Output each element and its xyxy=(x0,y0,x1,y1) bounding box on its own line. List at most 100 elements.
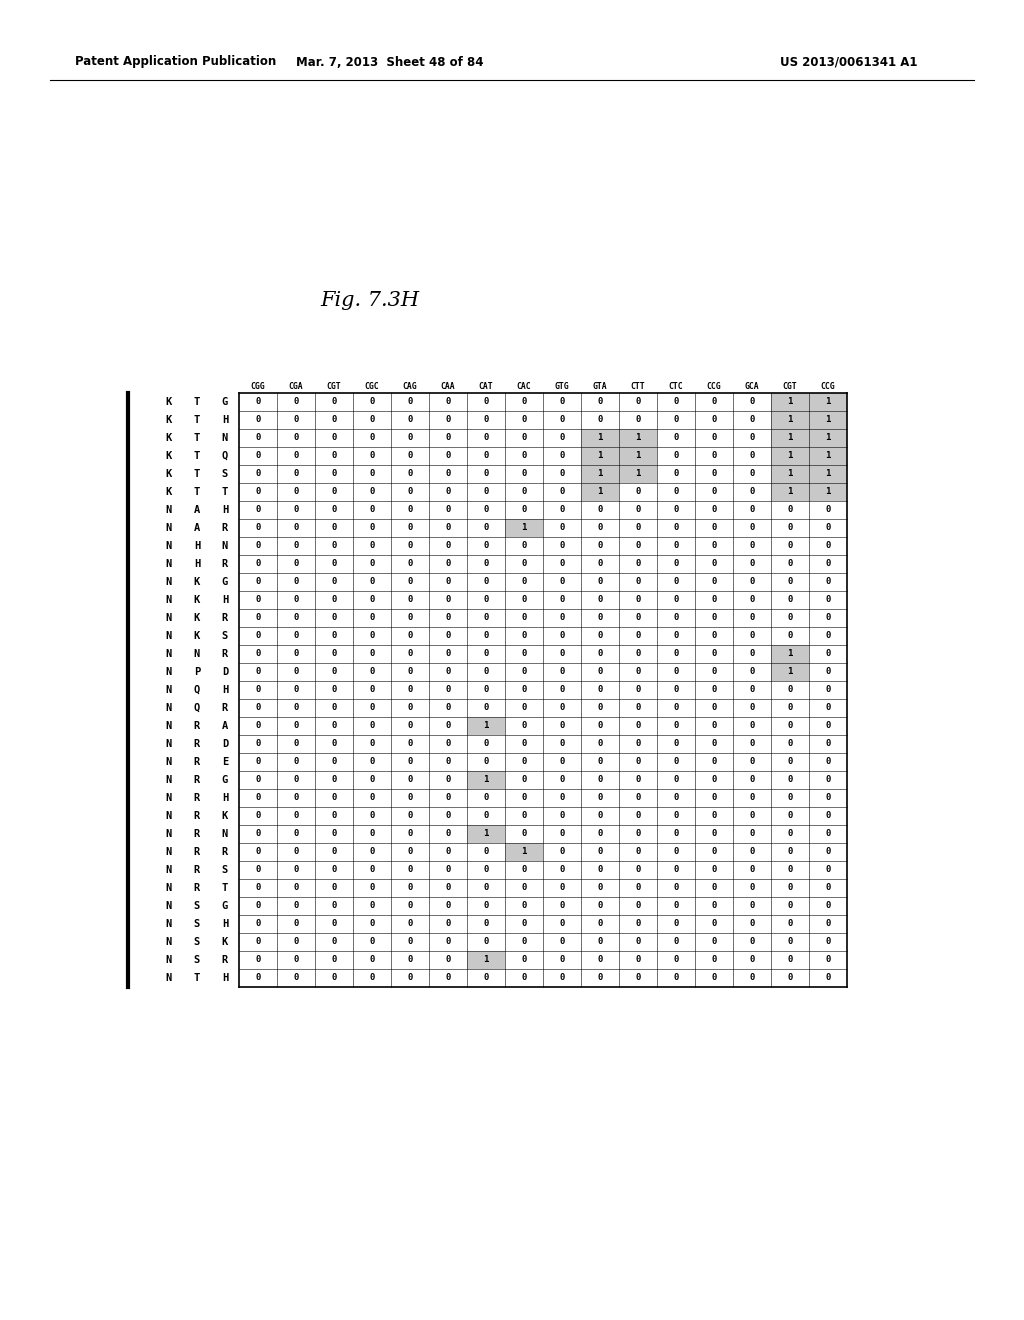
Text: K: K xyxy=(166,433,172,444)
Text: 0: 0 xyxy=(674,704,679,713)
Text: 0: 0 xyxy=(750,739,755,748)
Text: 0: 0 xyxy=(674,506,679,515)
Text: 0: 0 xyxy=(521,776,526,784)
Text: 0: 0 xyxy=(370,560,375,569)
Text: 0: 0 xyxy=(712,524,717,532)
Text: 0: 0 xyxy=(712,704,717,713)
Text: N: N xyxy=(166,847,172,857)
Text: 0: 0 xyxy=(370,416,375,425)
Text: 0: 0 xyxy=(445,560,451,569)
Text: 0: 0 xyxy=(445,812,451,821)
Text: H: H xyxy=(194,558,200,569)
Text: H: H xyxy=(222,919,228,929)
Text: 0: 0 xyxy=(787,776,793,784)
Text: 0: 0 xyxy=(483,668,488,676)
Text: 0: 0 xyxy=(483,937,488,946)
Text: 0: 0 xyxy=(521,541,526,550)
Text: 0: 0 xyxy=(332,758,337,767)
Text: 1: 1 xyxy=(787,470,793,479)
Text: 0: 0 xyxy=(521,433,526,442)
Text: 1: 1 xyxy=(597,487,603,496)
Text: 0: 0 xyxy=(559,397,564,407)
Text: T: T xyxy=(222,487,228,498)
Text: N: N xyxy=(166,577,172,587)
Text: 0: 0 xyxy=(521,812,526,821)
Text: 0: 0 xyxy=(635,920,641,928)
Text: 0: 0 xyxy=(521,974,526,982)
Text: 0: 0 xyxy=(559,866,564,874)
Text: 0: 0 xyxy=(597,739,603,748)
Text: 0: 0 xyxy=(750,451,755,461)
Text: 0: 0 xyxy=(332,920,337,928)
Text: 0: 0 xyxy=(559,704,564,713)
Text: 0: 0 xyxy=(408,487,413,496)
Text: 0: 0 xyxy=(597,506,603,515)
Text: 0: 0 xyxy=(787,578,793,586)
Text: N: N xyxy=(166,631,172,642)
Text: 0: 0 xyxy=(635,524,641,532)
Text: N: N xyxy=(166,919,172,929)
Text: 1: 1 xyxy=(825,487,830,496)
Text: S: S xyxy=(194,937,200,946)
Text: CAC: CAC xyxy=(517,381,531,391)
Text: 0: 0 xyxy=(750,920,755,928)
Text: N: N xyxy=(166,506,172,515)
Text: 0: 0 xyxy=(370,506,375,515)
Text: N: N xyxy=(166,756,172,767)
Text: CAT: CAT xyxy=(478,381,494,391)
Text: 1: 1 xyxy=(825,451,830,461)
Text: R: R xyxy=(194,756,200,767)
Bar xyxy=(467,717,505,735)
Text: 0: 0 xyxy=(674,812,679,821)
Text: 0: 0 xyxy=(750,722,755,730)
Text: 0: 0 xyxy=(787,866,793,874)
Text: 0: 0 xyxy=(559,937,564,946)
Text: K: K xyxy=(194,612,200,623)
Text: 0: 0 xyxy=(825,920,830,928)
Text: R: R xyxy=(222,704,228,713)
Text: 0: 0 xyxy=(445,578,451,586)
Text: Mar. 7, 2013  Sheet 48 of 84: Mar. 7, 2013 Sheet 48 of 84 xyxy=(296,55,483,69)
Text: 0: 0 xyxy=(635,758,641,767)
Text: 0: 0 xyxy=(445,883,451,892)
Text: 0: 0 xyxy=(559,578,564,586)
Text: 0: 0 xyxy=(674,416,679,425)
Text: 0: 0 xyxy=(293,812,299,821)
Text: 0: 0 xyxy=(750,433,755,442)
Text: 0: 0 xyxy=(445,595,451,605)
Text: 0: 0 xyxy=(787,541,793,550)
Text: 0: 0 xyxy=(674,758,679,767)
Text: 0: 0 xyxy=(483,631,488,640)
Text: 0: 0 xyxy=(674,956,679,965)
Text: 0: 0 xyxy=(635,578,641,586)
Text: 0: 0 xyxy=(332,883,337,892)
Text: US 2013/0061341 A1: US 2013/0061341 A1 xyxy=(780,55,918,69)
Bar xyxy=(505,843,543,861)
Text: 0: 0 xyxy=(370,793,375,803)
Text: 0: 0 xyxy=(332,956,337,965)
Text: GTA: GTA xyxy=(593,381,607,391)
Text: 0: 0 xyxy=(445,866,451,874)
Text: 0: 0 xyxy=(370,487,375,496)
Text: 0: 0 xyxy=(255,487,261,496)
Text: N: N xyxy=(166,649,172,659)
Text: R: R xyxy=(222,558,228,569)
Text: T: T xyxy=(194,973,200,983)
Text: 0: 0 xyxy=(483,470,488,479)
Text: 0: 0 xyxy=(332,793,337,803)
Text: 0: 0 xyxy=(255,614,261,623)
Text: 0: 0 xyxy=(597,866,603,874)
Bar xyxy=(809,411,847,429)
Text: 0: 0 xyxy=(255,668,261,676)
Text: 1: 1 xyxy=(597,433,603,442)
Text: N: N xyxy=(166,558,172,569)
Text: 0: 0 xyxy=(370,578,375,586)
Text: N: N xyxy=(166,954,172,965)
Text: 0: 0 xyxy=(674,974,679,982)
Text: R: R xyxy=(194,793,200,803)
Text: 0: 0 xyxy=(597,974,603,982)
Text: 0: 0 xyxy=(521,416,526,425)
Text: 0: 0 xyxy=(674,451,679,461)
Text: 0: 0 xyxy=(635,739,641,748)
Text: 0: 0 xyxy=(559,793,564,803)
